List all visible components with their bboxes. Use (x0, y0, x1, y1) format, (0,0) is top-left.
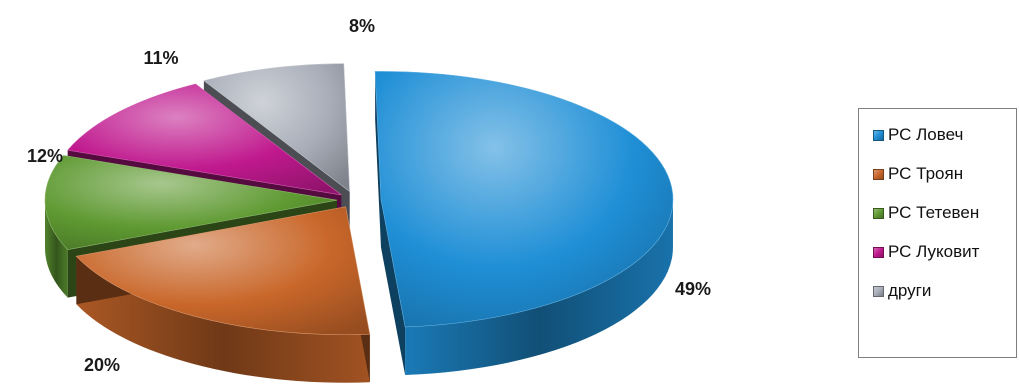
legend-swatch (873, 246, 884, 258)
legend-item-рс-ловеч: РС Ловеч (873, 123, 963, 147)
legend-swatch (873, 168, 884, 180)
pie-slice-top (203, 63, 350, 193)
legend-swatch (873, 207, 884, 219)
legend-item-други: други (873, 279, 931, 303)
pie-slice-top (75, 206, 371, 336)
chart-legend: РС Ловеч РС Троян РС Тетевен РС Луковит друг… (858, 108, 1017, 358)
legend-item-рс-тетевен: РС Тетевен (873, 201, 979, 225)
legend-label: РС Луковит (888, 242, 980, 261)
pie-slice-side (405, 199, 673, 375)
pie-slice-edge (375, 71, 381, 248)
legend-item-рс-троян: РС Троян (873, 162, 963, 186)
legend-swatch (873, 285, 884, 297)
data-label-рс-троян: 20% (84, 355, 120, 375)
pie-slice-top (44, 155, 338, 250)
pie-slice-edge (380, 199, 406, 375)
legend-label: РС Тетевен (888, 203, 980, 222)
pie-slice-рс-троян (75, 206, 371, 383)
data-label-други: 8% (349, 16, 375, 36)
data-label-рс-тетевен: 12% (27, 146, 63, 166)
pie-slice-рс-ловеч (374, 71, 674, 375)
legend-item-рс-луковит: РС Луковит (873, 240, 979, 264)
legend-label: РС Ловеч (888, 125, 964, 144)
pie-slice-side (76, 256, 370, 383)
legend-swatch (873, 129, 884, 141)
data-label-рс-луковит: 11% (143, 48, 178, 68)
data-label-рс-ловеч: 49% (675, 279, 711, 299)
pie-slice-top (67, 83, 342, 196)
pie-slice-top (374, 71, 674, 328)
pie-slice-side (45, 200, 68, 298)
legend-label: РС Троян (888, 164, 964, 183)
legend-label: други (888, 281, 932, 300)
